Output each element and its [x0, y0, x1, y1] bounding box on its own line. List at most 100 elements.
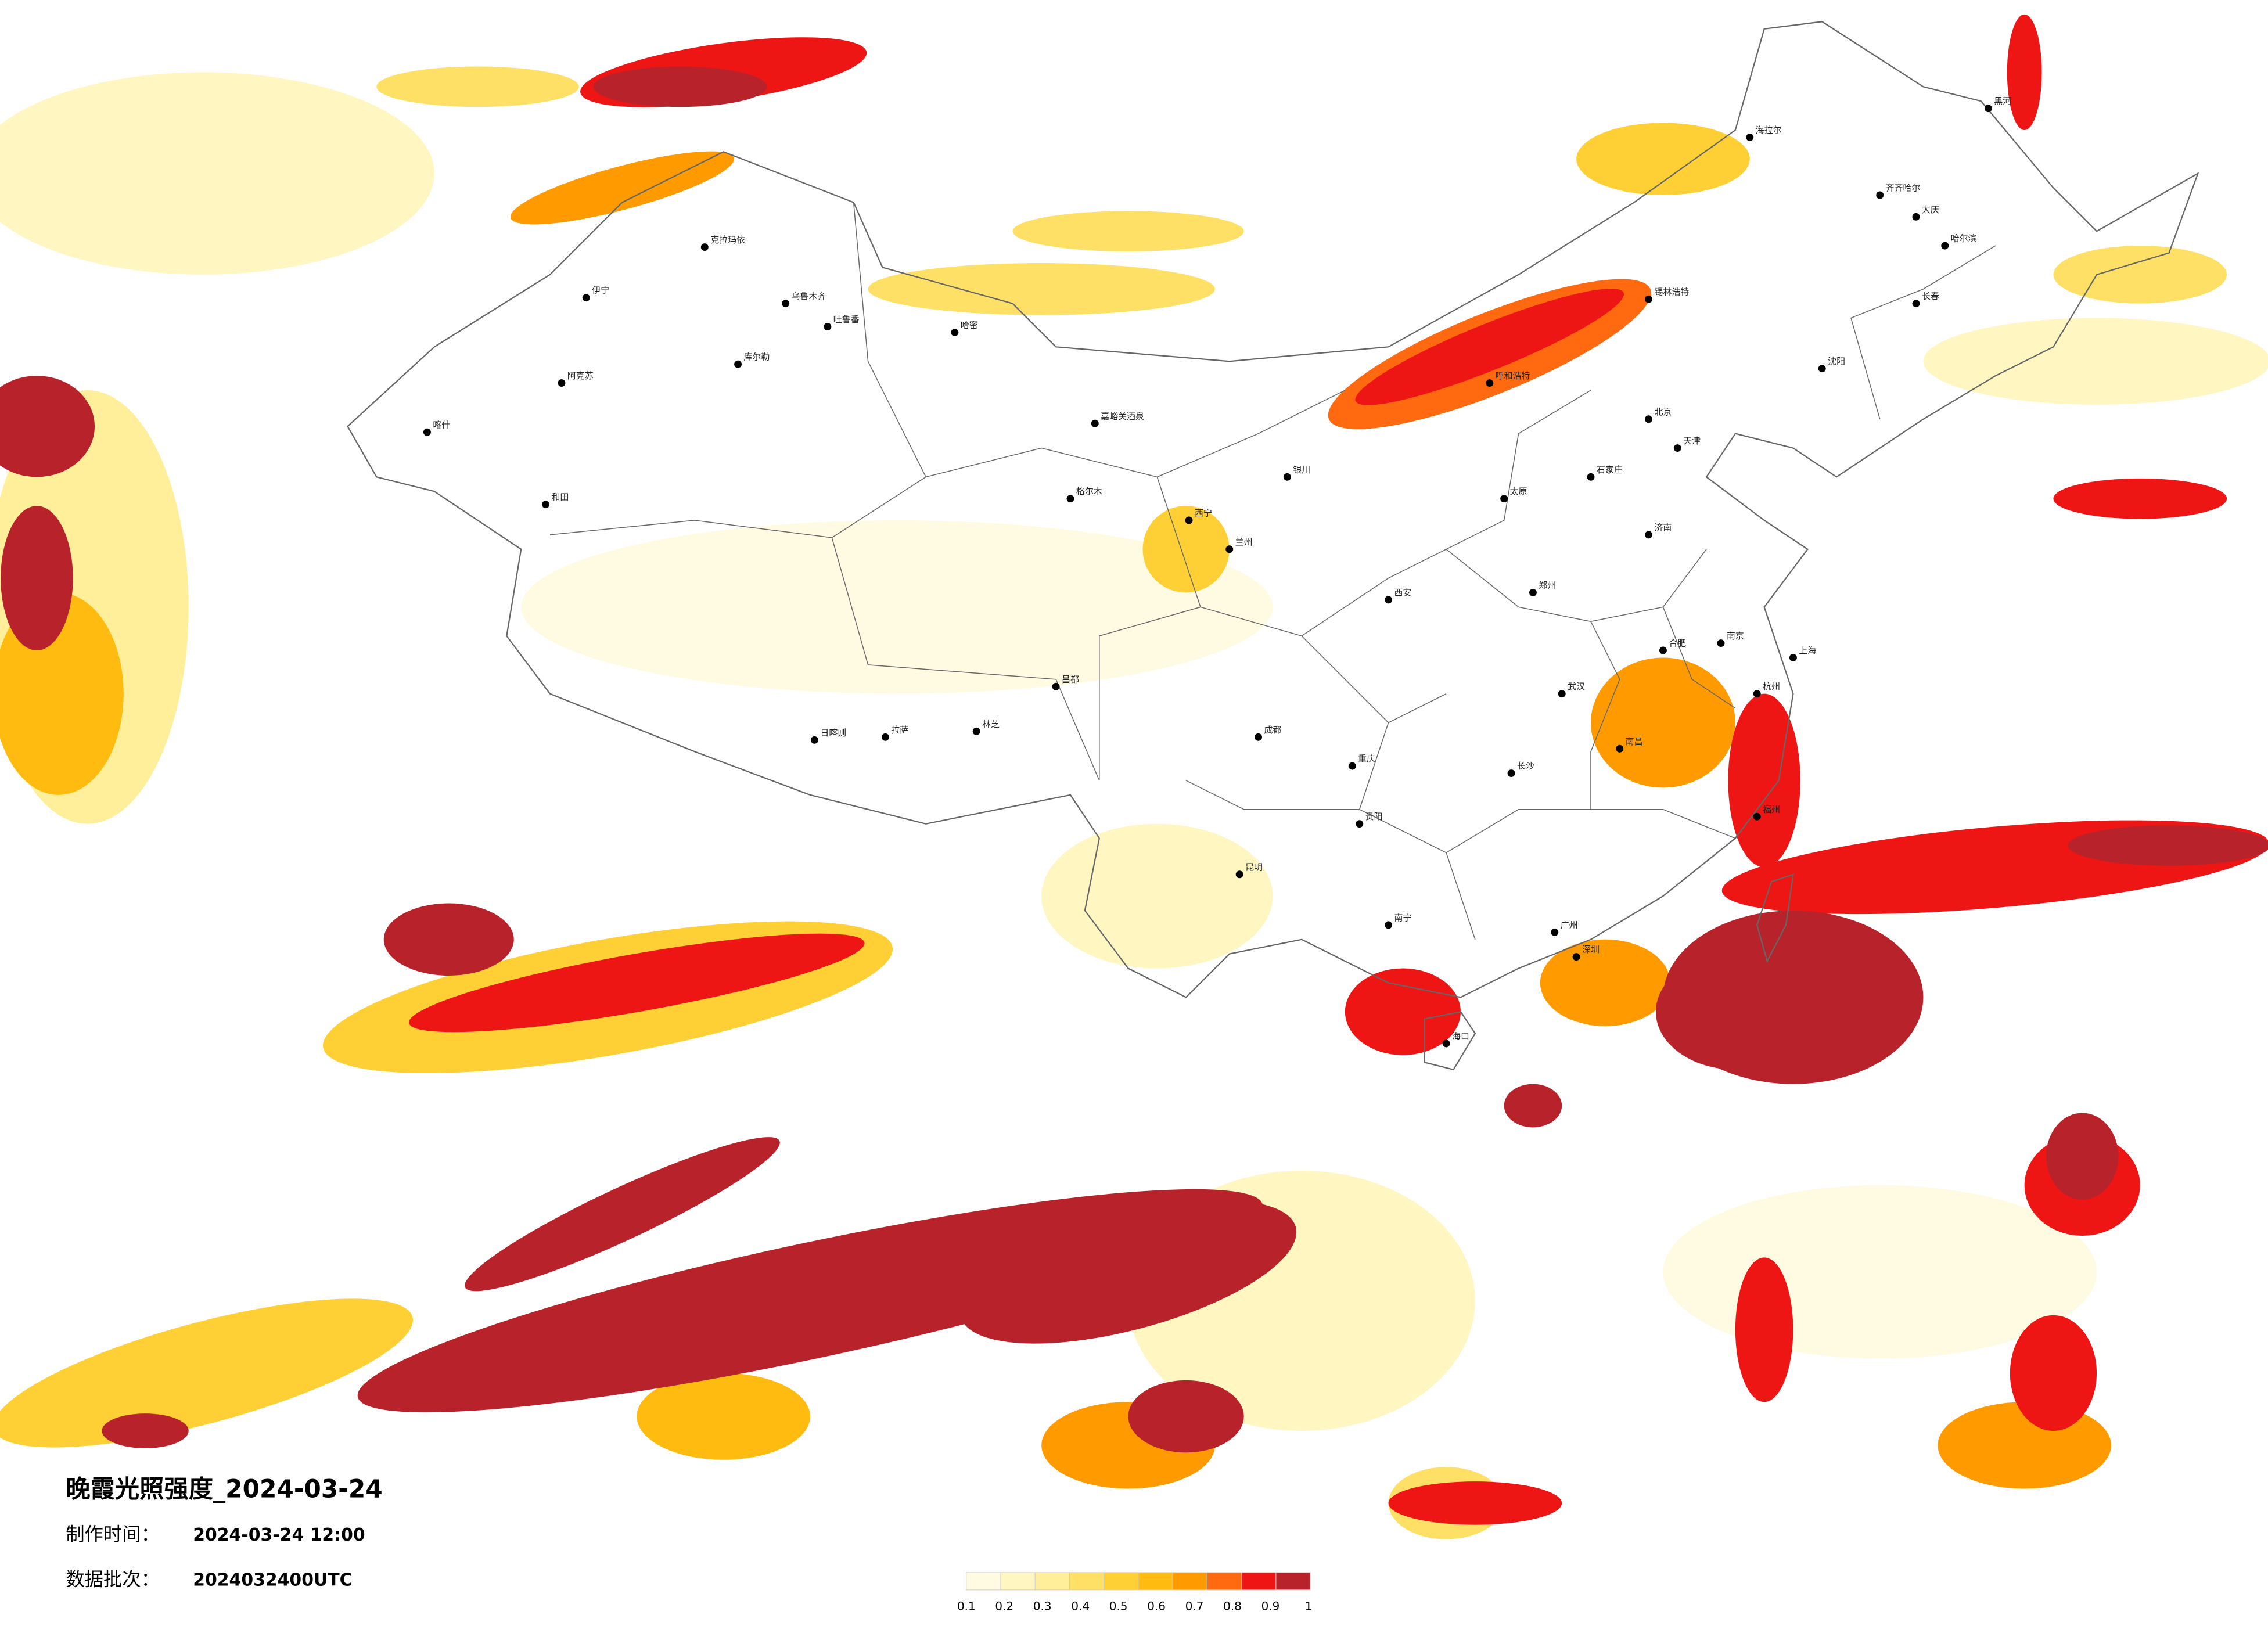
legend-tick-label: 0.2 [995, 1600, 1013, 1613]
city-label: 库尔勒 [744, 352, 770, 362]
city-label: 长春 [1922, 291, 1939, 301]
legend-swatch [1104, 1572, 1139, 1591]
country-outline [347, 21, 2199, 998]
island-outline [1424, 1010, 1476, 1071]
city-label: 成都 [1264, 725, 1282, 735]
city-label: 长沙 [1517, 761, 1534, 771]
city-dot [1572, 953, 1580, 961]
city-dot [1066, 495, 1074, 503]
city-dot [1385, 921, 1393, 929]
city-dot [1645, 415, 1653, 423]
city-dot [1789, 653, 1797, 661]
legend-tick-label: 0.8 [1223, 1600, 1242, 1613]
info-value: 2024-03-24 12:00 [193, 1525, 365, 1545]
city-dot [1984, 105, 1992, 113]
island-outline [1756, 873, 1794, 963]
city-dot [558, 379, 566, 387]
province-lines [549, 202, 1996, 940]
city-label: 拉萨 [891, 725, 908, 735]
city-label: 杭州 [1763, 681, 1780, 692]
legend-tick-label: 0.3 [1033, 1600, 1052, 1613]
map-title: 晚霞光照强度_2024-03-24 [66, 1474, 382, 1503]
city-label: 昌都 [1062, 674, 1079, 685]
city-dot [1185, 516, 1193, 524]
city-dot [1659, 646, 1667, 654]
city-dot [1645, 295, 1653, 303]
city-label: 福州 [1763, 804, 1780, 815]
legend-tick-label: 0.6 [1147, 1600, 1166, 1613]
city-dot [1616, 744, 1624, 753]
legend-swatch [1275, 1572, 1311, 1591]
city-label: 昆明 [1245, 862, 1263, 872]
city-label: 深圳 [1582, 944, 1600, 955]
legend-swatch [1000, 1572, 1036, 1591]
city-dot [1091, 419, 1099, 427]
city-label: 阿克苏 [567, 370, 594, 381]
intensity-field [0, 14, 2268, 1539]
city-dot [1551, 928, 1559, 936]
info-value: 2024032400UTC [193, 1570, 352, 1590]
city-label: 银川 [1293, 465, 1310, 475]
city-dot [1558, 690, 1566, 698]
legend-tick-label: 0.7 [1185, 1600, 1204, 1613]
city-dot [542, 501, 549, 509]
city-label: 乌鲁木齐 [792, 291, 826, 301]
city-dot [1235, 870, 1243, 879]
city-dot [734, 360, 742, 368]
city-dot [1717, 639, 1725, 647]
city-label: 大庆 [1922, 204, 1939, 215]
city-dot [1753, 812, 1761, 821]
city-label: 广州 [1561, 920, 1578, 930]
legend-swatch [966, 1572, 1001, 1591]
city-dot [824, 323, 832, 330]
city-label: 太原 [1510, 486, 1527, 497]
city-label: 北京 [1655, 406, 1672, 417]
city-label: 吐鲁番 [833, 314, 860, 325]
legend-swatch [1206, 1572, 1242, 1591]
city-label: 重庆 [1358, 754, 1375, 764]
city-dot [582, 294, 590, 302]
city-label: 武汉 [1568, 681, 1585, 692]
city-label: 上海 [1799, 645, 1816, 656]
legend-tick-label: 0.4 [1071, 1600, 1090, 1613]
city-dot [1753, 690, 1761, 698]
legend-swatch [1138, 1572, 1173, 1591]
city-label: 锡林浩特 [1655, 287, 1690, 297]
city-dot [1912, 300, 1920, 308]
city-dot [1507, 769, 1515, 778]
city-label: 贵阳 [1365, 811, 1383, 822]
legend-swatch [1172, 1572, 1207, 1591]
city-dot [972, 727, 980, 735]
city-label: 哈密 [961, 320, 978, 330]
city-dot [881, 733, 889, 741]
legend-tick-label: 0.1 [957, 1600, 976, 1613]
city-dot [1283, 473, 1291, 481]
city-dot [1442, 1039, 1450, 1048]
city-dot [1255, 733, 1263, 741]
city-label: 克拉玛依 [710, 235, 745, 245]
city-dot [423, 428, 431, 436]
city-dot [1486, 379, 1494, 387]
city-label: 南京 [1727, 631, 1744, 641]
city-label: 天津 [1683, 436, 1701, 446]
city-label: 呼和浩特 [1496, 370, 1530, 381]
city-label: 合肥 [1669, 638, 1686, 649]
city-label: 西宁 [1195, 508, 1212, 519]
city-dot [1746, 133, 1754, 141]
legend-swatch [1034, 1572, 1070, 1591]
city-dot [1941, 242, 1949, 250]
city-dot [1225, 545, 1234, 553]
city-dot [1052, 682, 1060, 690]
city-label: 黑河 [1994, 96, 2011, 106]
city-dot [1500, 495, 1508, 503]
city-label: 南宁 [1394, 912, 1412, 923]
borders [347, 21, 2199, 1071]
city-label: 郑州 [1539, 580, 1556, 591]
city-label: 济南 [1655, 522, 1672, 533]
city-dot [810, 736, 818, 744]
city-label: 嘉峪关酒泉 [1101, 411, 1144, 422]
city-dot [1356, 820, 1364, 828]
city-label: 齐齐哈尔 [1886, 183, 1921, 193]
